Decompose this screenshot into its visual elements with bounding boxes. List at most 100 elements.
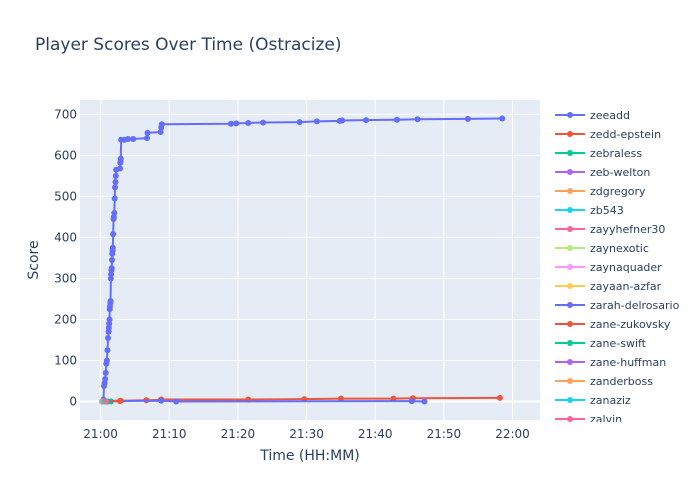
- legend-swatch-marker: [567, 359, 573, 365]
- data-point[interactable]: [117, 398, 124, 405]
- data-point[interactable]: [228, 120, 235, 127]
- legend-item[interactable]: zedd-epstein: [555, 128, 661, 141]
- data-point[interactable]: [105, 334, 112, 341]
- x-tick-label: 21:10: [152, 427, 187, 441]
- data-point[interactable]: [158, 121, 165, 128]
- legend-swatch-marker: [567, 264, 573, 270]
- data-point[interactable]: [102, 375, 109, 382]
- data-point[interactable]: [408, 398, 415, 405]
- data-point[interactable]: [393, 116, 400, 123]
- legend-label: zayyhefner30: [590, 223, 665, 236]
- data-point[interactable]: [414, 116, 421, 123]
- legend-swatch-marker: [567, 169, 573, 175]
- chart-title: Player Scores Over Time (Ostracize): [35, 35, 342, 55]
- legend-label: zaynexotic: [590, 242, 649, 255]
- data-point[interactable]: [109, 257, 116, 263]
- data-point[interactable]: [112, 184, 119, 191]
- legend-item[interactable]: zane-huffman: [555, 356, 666, 369]
- data-point[interactable]: [110, 231, 117, 238]
- legend-swatch-marker: [567, 131, 573, 137]
- data-point[interactable]: [337, 395, 344, 402]
- legend-item[interactable]: zayyhefner30: [555, 223, 665, 236]
- data-point[interactable]: [245, 119, 252, 126]
- legend-swatch-marker: [567, 340, 573, 346]
- y-tick-label: 300: [54, 271, 77, 285]
- y-tick-label: 100: [54, 354, 77, 368]
- legend-item[interactable]: zebraless: [555, 147, 642, 160]
- series-zalvin: [102, 398, 109, 405]
- data-point[interactable]: [130, 135, 137, 142]
- data-point[interactable]: [143, 135, 150, 142]
- data-point[interactable]: [106, 316, 113, 323]
- legend-item[interactable]: zaynexotic: [555, 242, 649, 255]
- data-point[interactable]: [173, 398, 180, 405]
- x-tick-label: 21:50: [427, 427, 462, 441]
- legend-label: zane-zukovsky: [590, 318, 671, 331]
- legend-item[interactable]: zeeadd: [555, 109, 630, 122]
- data-point[interactable]: [109, 244, 116, 251]
- y-tick-label: 400: [54, 230, 77, 244]
- data-point[interactable]: [144, 129, 151, 136]
- data-point[interactable]: [157, 129, 164, 135]
- data-point[interactable]: [112, 179, 119, 186]
- legend-swatch-marker: [567, 150, 573, 156]
- data-point[interactable]: [111, 195, 118, 202]
- legend-swatch-marker: [567, 283, 573, 289]
- data-point[interactable]: [339, 117, 346, 124]
- legend-item[interactable]: zayaan-azfar: [555, 280, 662, 293]
- legend[interactable]: zeeadd zedd-epstein zebraless zeb-welton zdg…: [555, 109, 680, 426]
- axis-ticks: 21:00 21:10 21:20 21:30 21:40 21:50 22:00 0 100 2…: [54, 107, 530, 441]
- data-point[interactable]: [233, 120, 240, 127]
- legend-swatch-marker: [567, 188, 573, 194]
- data-point[interactable]: [102, 398, 109, 405]
- data-point[interactable]: [103, 357, 110, 364]
- data-point[interactable]: [112, 172, 119, 179]
- legend-swatch-marker: [567, 245, 573, 251]
- data-point[interactable]: [313, 118, 320, 125]
- data-point[interactable]: [108, 265, 115, 272]
- data-point[interactable]: [158, 397, 165, 404]
- legend-label: zedd-epstein: [590, 128, 661, 141]
- legend-item[interactable]: zanaziz: [555, 394, 631, 407]
- data-point[interactable]: [102, 369, 109, 376]
- legend-item[interactable]: zane-zukovsky: [555, 318, 671, 331]
- legend-label: zdgregory: [590, 185, 646, 198]
- legend-item[interactable]: zarah-delrosario: [555, 299, 680, 312]
- y-axis-title: Score: [26, 240, 42, 279]
- legend-item[interactable]: zb543: [555, 204, 624, 217]
- data-point[interactable]: [363, 117, 370, 124]
- data-point[interactable]: [260, 119, 267, 126]
- legend-label: zane-huffman: [590, 356, 666, 369]
- data-point[interactable]: [111, 209, 118, 216]
- data-point[interactable]: [117, 165, 124, 172]
- data-point[interactable]: [104, 347, 111, 354]
- legend-label: zanderboss: [590, 375, 653, 388]
- legend-swatch-marker: [567, 397, 573, 403]
- data-point[interactable]: [125, 135, 132, 142]
- legend-item[interactable]: zeb-welton: [555, 166, 650, 179]
- legend-label: zb543: [590, 204, 624, 217]
- legend-swatch-marker: [567, 207, 573, 213]
- legend-item[interactable]: zalvin: [555, 413, 622, 426]
- legend-item[interactable]: zane-swift: [555, 337, 647, 350]
- data-point[interactable]: [117, 155, 124, 162]
- x-tick-label: 21:30: [289, 427, 324, 441]
- data-point[interactable]: [421, 398, 428, 405]
- legend-label: zebraless: [590, 147, 642, 160]
- y-tick-label: 200: [54, 312, 77, 326]
- legend-label: zaynaquader: [590, 261, 662, 274]
- data-point[interactable]: [107, 298, 114, 305]
- legend-label: zalvin: [590, 413, 622, 426]
- legend-label: zeb-welton: [590, 166, 650, 179]
- data-point[interactable]: [464, 115, 471, 122]
- series-zeeadd: [99, 115, 506, 405]
- legend-item[interactable]: zdgregory: [555, 185, 646, 198]
- data-point[interactable]: [499, 115, 506, 122]
- legend-item[interactable]: zanderboss: [555, 375, 653, 388]
- data-point[interactable]: [496, 394, 503, 401]
- data-point[interactable]: [296, 119, 303, 126]
- legend-item[interactable]: zaynaquader: [555, 261, 662, 274]
- plot-area: [80, 100, 540, 420]
- x-tick-label: 21:00: [83, 427, 118, 441]
